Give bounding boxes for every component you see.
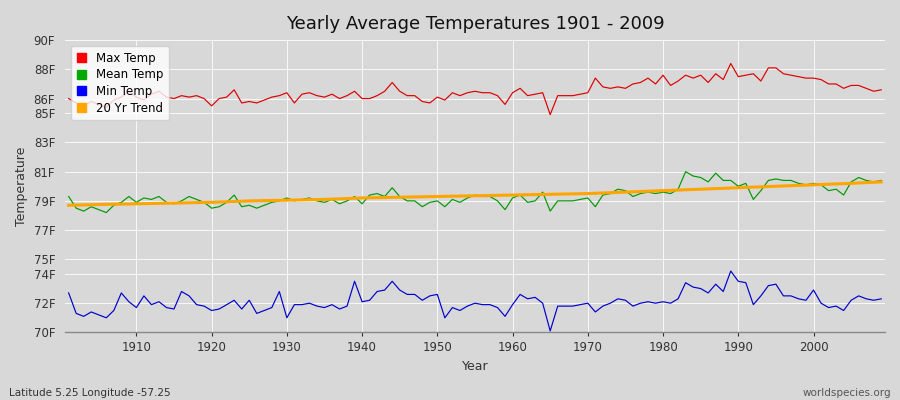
X-axis label: Year: Year — [462, 360, 489, 373]
Text: Latitude 5.25 Longitude -57.25: Latitude 5.25 Longitude -57.25 — [9, 388, 171, 398]
Legend: Max Temp, Mean Temp, Min Temp, 20 Yr Trend: Max Temp, Mean Temp, Min Temp, 20 Yr Tre… — [71, 46, 169, 120]
Text: worldspecies.org: worldspecies.org — [803, 388, 891, 398]
Title: Yearly Average Temperatures 1901 - 2009: Yearly Average Temperatures 1901 - 2009 — [285, 15, 664, 33]
Y-axis label: Temperature: Temperature — [15, 146, 28, 226]
